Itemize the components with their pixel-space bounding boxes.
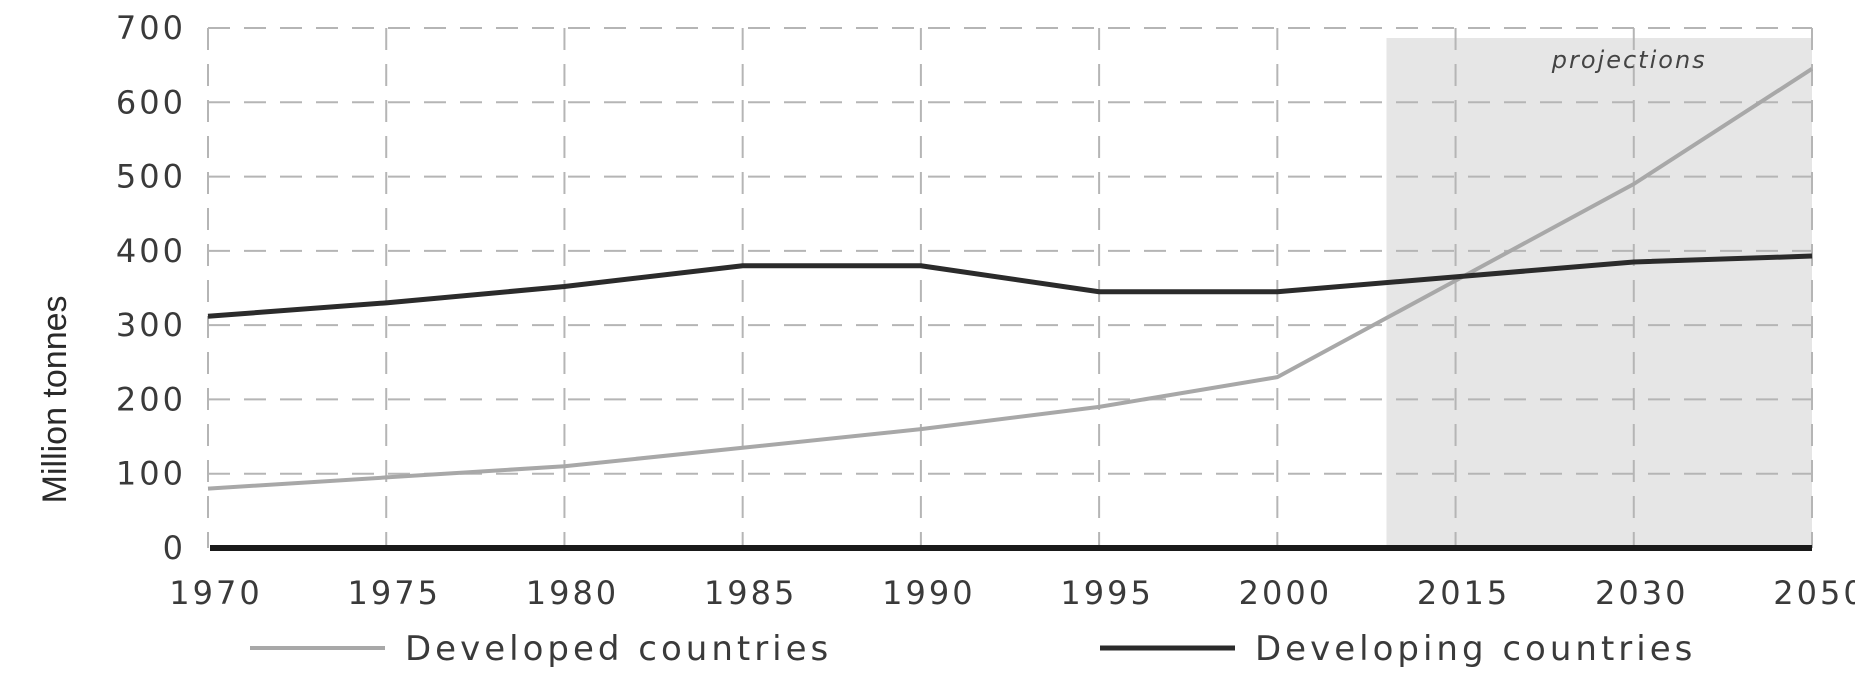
x-axis-ticks: 1970 1975 1980 1985 1990 1995 2000 2015 2030 2050 [169,574,1855,612]
y-tick-label: 600 [116,83,186,121]
x-tick-label: 1985 [704,574,797,612]
x-tick-label: 1990 [882,574,975,612]
y-tick-label: 200 [116,380,186,418]
legend-label: Developed countries [405,629,832,669]
y-tick-label: 0 [163,529,186,567]
y-tick-label: 500 [116,158,186,196]
legend: Developed countries Developing countries [250,629,1696,669]
y-tick-label: 300 [116,306,186,344]
y-axis-ticks: 0 100 200 300 400 500 600 700 [116,9,186,567]
series-lines [207,67,1814,491]
x-tick-label: 1995 [1060,574,1153,612]
y-tick-label: 700 [116,9,186,47]
x-tick-label: 1980 [526,574,619,612]
y-tick-label: 100 [116,455,186,493]
y-tick-label: 400 [116,232,186,270]
series-line-developing [207,253,1813,319]
y-axis-label: Million tonnes [36,295,74,503]
x-tick-label: 2015 [1417,574,1510,612]
projections-label: projections [1551,46,1707,74]
projections-shaded-region [1386,38,1812,548]
series-line-developed [207,67,1814,491]
x-tick-label: 2000 [1239,574,1332,612]
x-tick-label: 2050 [1773,574,1855,612]
grid-lines [207,27,1813,548]
x-tick-label: 2030 [1595,574,1688,612]
x-tick-label: 1975 [348,574,441,612]
x-tick-label: 1970 [169,574,262,612]
legend-label: Developing countries [1255,629,1696,669]
